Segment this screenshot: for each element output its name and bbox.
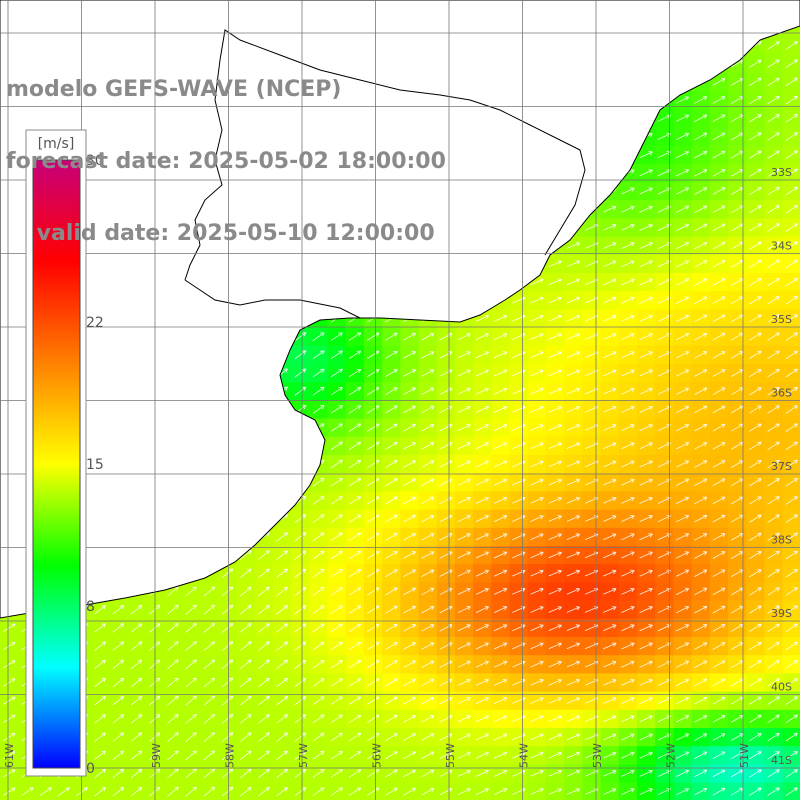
longitude-label: 59W bbox=[150, 743, 163, 768]
colorbar-tick-label: 22 bbox=[86, 315, 104, 331]
latitude-label: 39S bbox=[771, 607, 792, 620]
latitude-label: 40S bbox=[771, 681, 792, 694]
map-title: modelo GEFS-WAVE (NCEP) forecast date: 2… bbox=[6, 30, 446, 270]
longitude-label: 52W bbox=[665, 743, 678, 768]
longitude-label: 56W bbox=[371, 743, 384, 768]
latitude-label: 34S bbox=[771, 240, 792, 253]
latitude-label: 41S bbox=[771, 754, 792, 767]
longitude-labels: 61W60W59W58W57W56W55W54W53W52W51W bbox=[3, 743, 751, 768]
longitude-label: 54W bbox=[518, 743, 531, 768]
river-plate-shoreline bbox=[184, 29, 586, 319]
longitude-label: 53W bbox=[591, 743, 604, 768]
longitude-label: 57W bbox=[297, 743, 310, 768]
latitude-labels: 33S 34S 35S 36S 37S 38S 39S 40S 41S bbox=[771, 166, 792, 767]
longitude-label: 51W bbox=[738, 743, 751, 768]
latitude-label: 37S bbox=[771, 460, 792, 473]
title-valid-date: valid date: 2025-05-10 12:00:00 bbox=[6, 221, 435, 246]
latitude-label: 33S bbox=[771, 166, 792, 179]
latitude-label: 36S bbox=[771, 387, 792, 400]
colorbar-tick-label: 30 bbox=[86, 153, 104, 169]
colorbar-tick-label: 15 bbox=[86, 457, 104, 473]
land-mask bbox=[0, 0, 800, 619]
title-model: modelo GEFS-WAVE (NCEP) bbox=[6, 77, 342, 102]
colorbar: [m/s] 30 22 15 8 0 bbox=[25, 129, 104, 777]
latitude-label: 38S bbox=[771, 534, 792, 547]
latitude-label: 35S bbox=[771, 313, 792, 326]
longitude-label: 55W bbox=[444, 743, 457, 768]
longitude-label: 58W bbox=[224, 743, 237, 768]
longitude-label: 61W bbox=[3, 743, 16, 768]
colorbar-tick-label: 8 bbox=[86, 599, 95, 615]
colorbar-gradient bbox=[32, 159, 81, 769]
title-forecast-date: forecast date: 2025-05-02 18:00:00 bbox=[6, 149, 446, 174]
colorbar-ticks: 30 22 15 8 0 bbox=[86, 153, 104, 777]
colorbar-unit: [m/s] bbox=[38, 136, 75, 152]
colorbar-tick-label: 0 bbox=[86, 761, 95, 777]
